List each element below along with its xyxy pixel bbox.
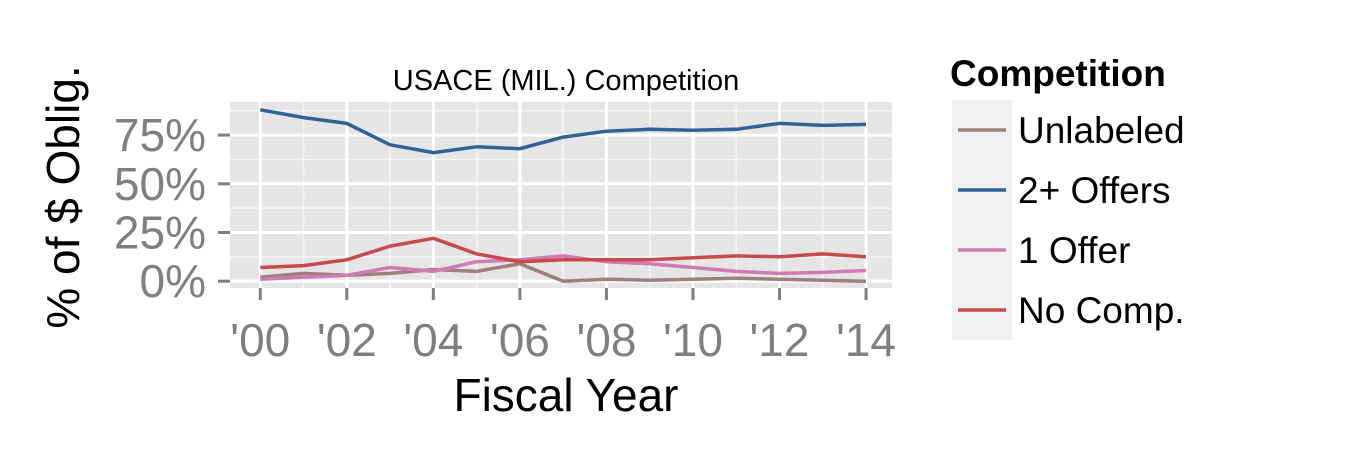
y-tick-label: 50% bbox=[114, 158, 206, 210]
x-tick-label: '00 bbox=[230, 314, 290, 366]
y-axis-title: % of $ Oblig. bbox=[37, 65, 89, 328]
legend-label-2-offers: 2+ Offers bbox=[1018, 170, 1171, 211]
y-tick-label: 75% bbox=[114, 109, 206, 161]
series-line-unlabeled bbox=[260, 261, 867, 283]
x-axis-title: Fiscal Year bbox=[453, 369, 678, 421]
minor-grid bbox=[230, 102, 892, 288]
legend-label-no-comp: No Comp. bbox=[1018, 290, 1185, 331]
series-lines bbox=[259, 108, 867, 283]
legend-items: Unlabeled 2+ Offers 1 Offer No Comp. bbox=[952, 100, 1185, 340]
x-tick-label: '10 bbox=[663, 314, 723, 366]
series-line-no-comp bbox=[260, 236, 867, 270]
x-tick-label: '14 bbox=[836, 314, 896, 366]
x-tick-label: '12 bbox=[750, 314, 810, 366]
y-tick-label: 25% bbox=[114, 206, 206, 258]
y-axis: 0%25%50%75% bbox=[114, 109, 230, 307]
x-tick-label: '06 bbox=[490, 314, 550, 366]
major-grid bbox=[230, 102, 892, 288]
legend-title: Competition bbox=[950, 53, 1166, 94]
x-tick-label: '08 bbox=[576, 314, 636, 366]
legend-label-1-offer: 1 Offer bbox=[1018, 230, 1130, 271]
chart-title: USACE (MIL.) Competition bbox=[393, 65, 740, 97]
legend-label-unlabeled: Unlabeled bbox=[1018, 110, 1185, 151]
series-line-2-offers bbox=[259, 108, 867, 155]
x-axis: '00 '02 '04 '06 '08 '10 '12 '14 bbox=[230, 288, 896, 366]
legend: Competition Unlabeled 2+ Offers 1 Offer No … bbox=[950, 53, 1185, 340]
x-tick-label: '02 bbox=[317, 314, 377, 366]
y-tick-label: 0% bbox=[140, 255, 206, 307]
series-line-1-offer bbox=[260, 254, 867, 281]
x-tick-label: '04 bbox=[403, 314, 463, 366]
